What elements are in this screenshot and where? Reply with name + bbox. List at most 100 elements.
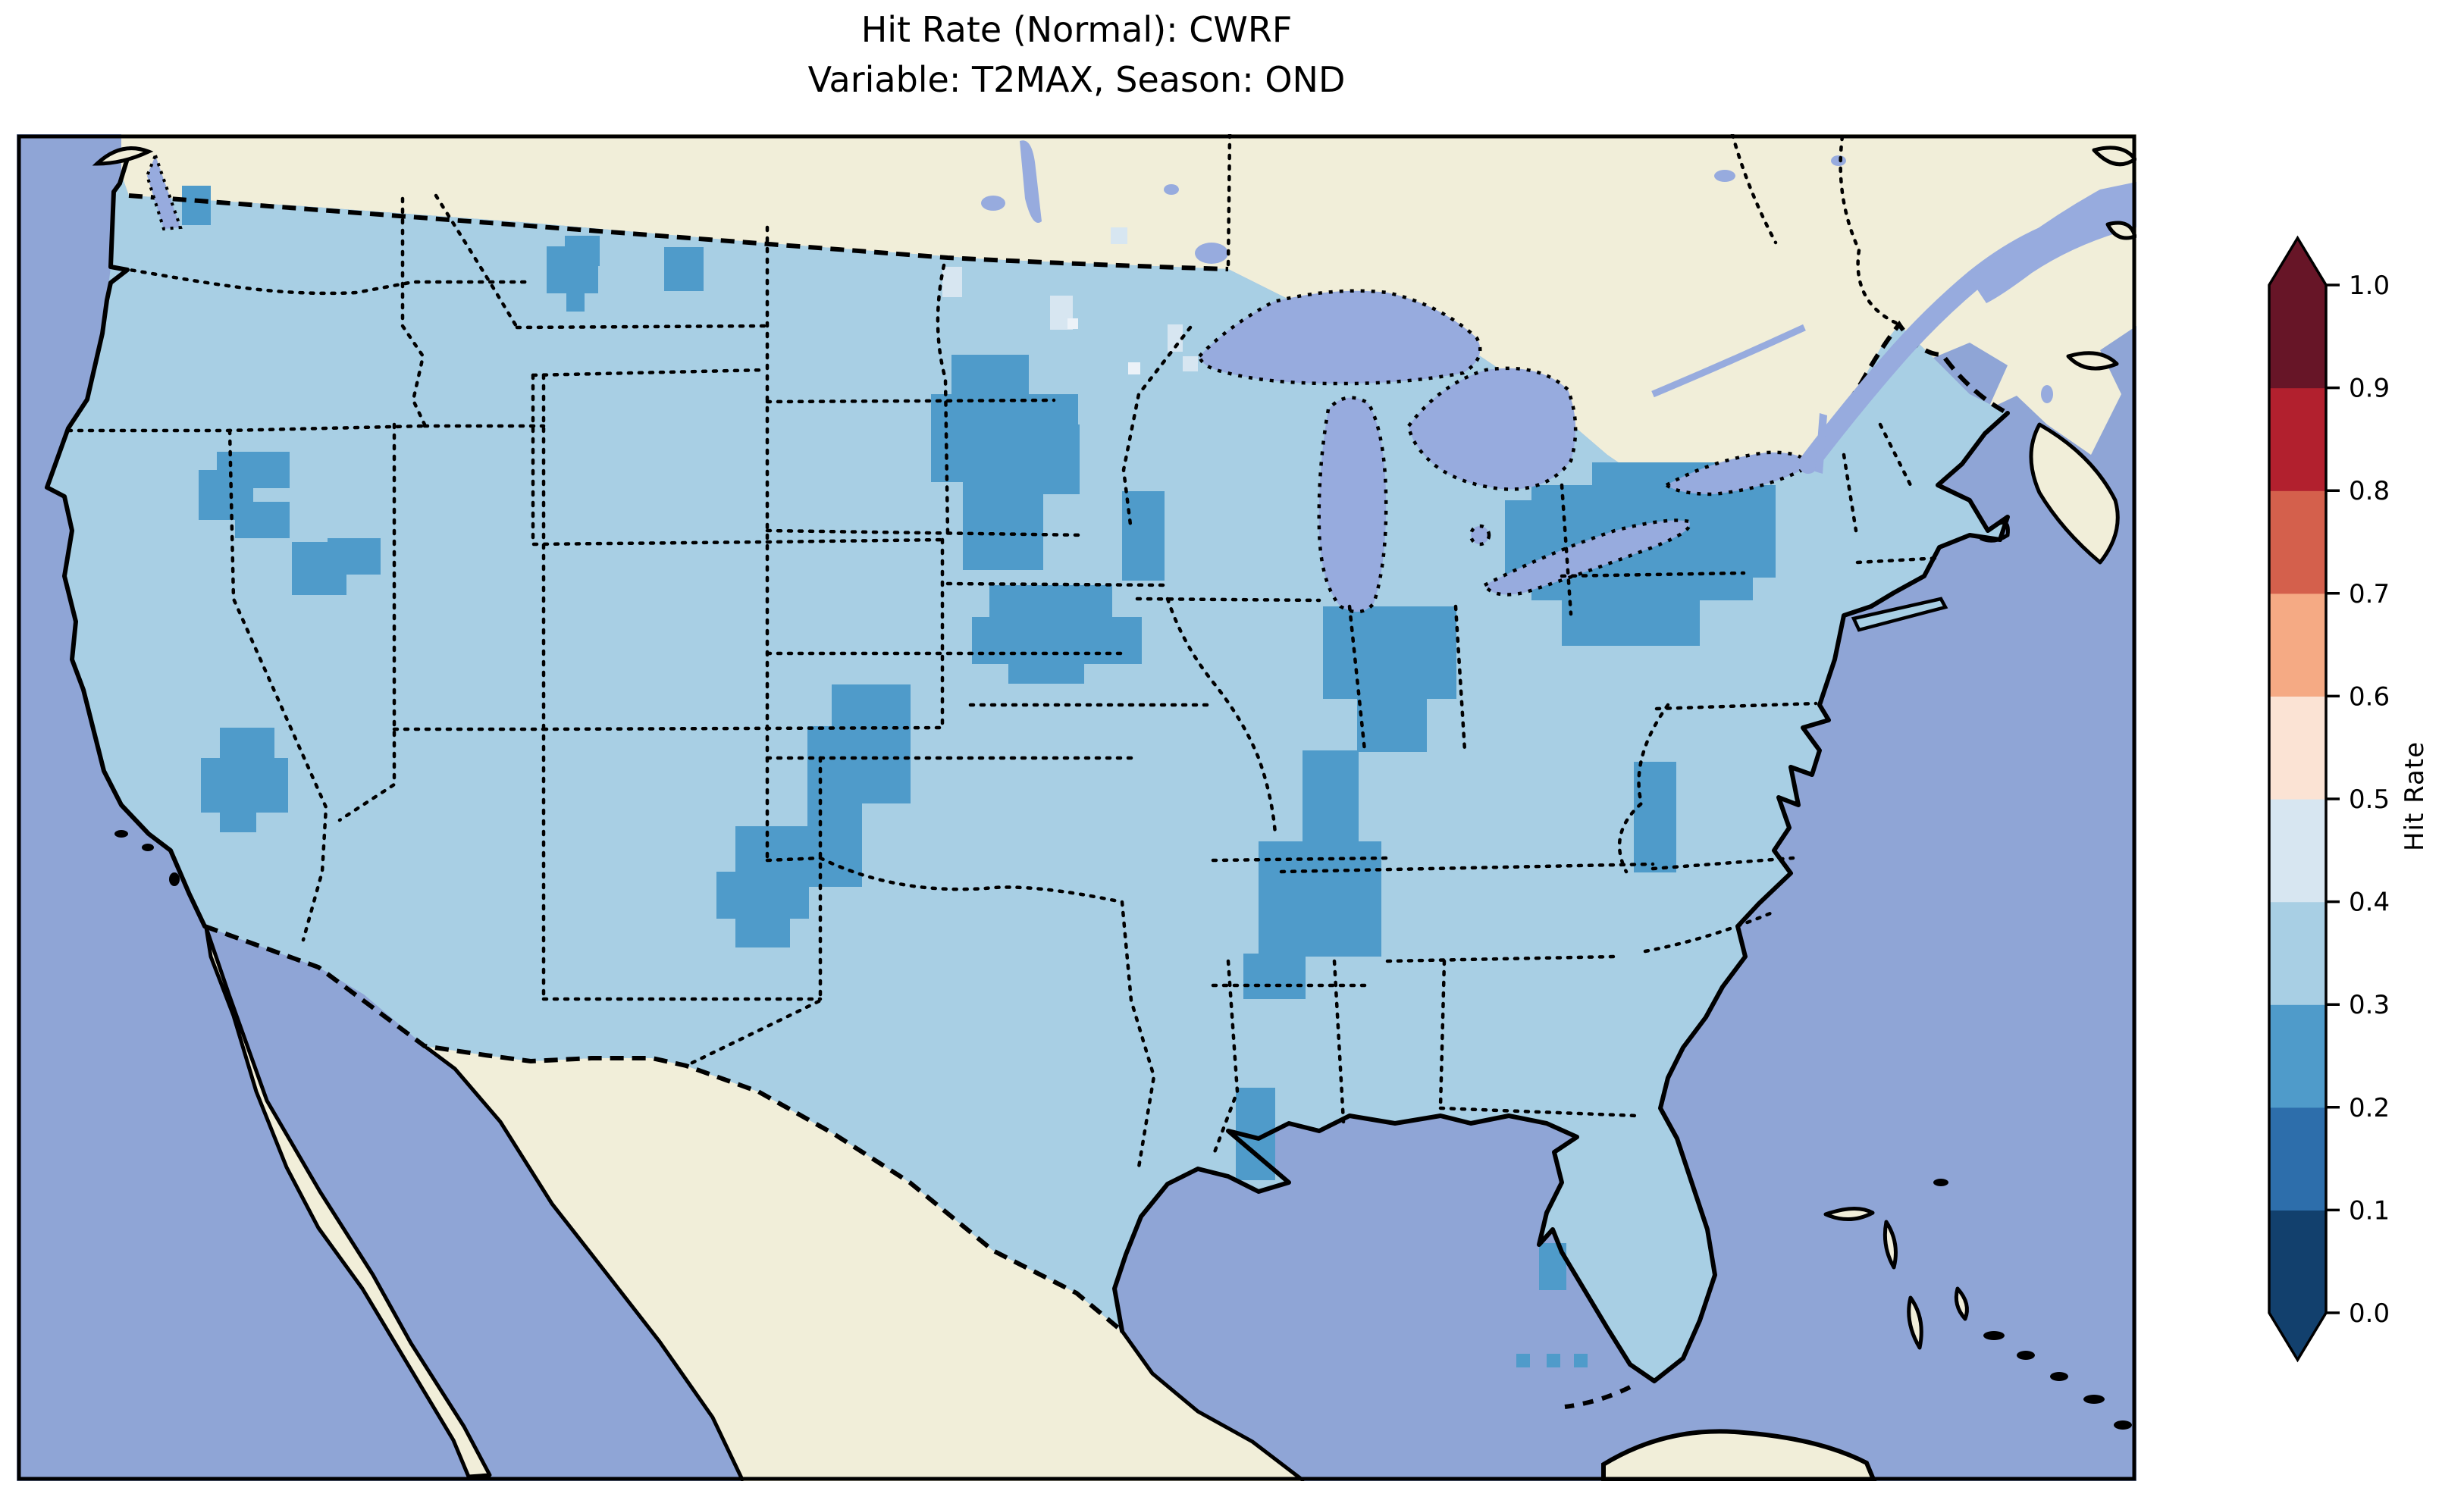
lake-huron [1406, 366, 1578, 491]
colorbar-tick-label: 0.8 [2349, 476, 2390, 506]
low-hit-rate-patch [566, 292, 585, 312]
colorbar-tick-label: 0.6 [2349, 681, 2390, 712]
us-hit-rate-map [17, 134, 2136, 1481]
bahamas-islands [1823, 1206, 1969, 1350]
puget-sound [145, 151, 183, 231]
low-hit-rate-patch [1516, 1354, 1530, 1367]
title-line-1: Hit Rate (Normal): CWRF [861, 9, 1293, 50]
mexico-land [205, 926, 1304, 1481]
florida-keys [1564, 1385, 1632, 1409]
low-hit-rate-patch [328, 538, 381, 575]
colorbar-band [2269, 799, 2326, 903]
mid-hit-rate-cell [942, 267, 962, 297]
low-hit-rate-patch [735, 826, 808, 873]
high-mid-hit-rate-cell [1067, 318, 1078, 329]
low-hit-rate-patch [217, 452, 290, 488]
long-island [1851, 597, 1948, 632]
low-hit-rate-patch [716, 872, 809, 919]
low-hit-rate-patch [182, 186, 211, 225]
low-hit-rate-patch [963, 481, 1043, 570]
ottawa-river [1651, 324, 1806, 398]
prince-edward-island [2066, 351, 2119, 371]
high-mid-hit-rate-cell [1128, 362, 1140, 374]
baja-california [204, 926, 492, 1479]
colorbar-tick-label: 1.0 [2349, 271, 2390, 301]
colorbar-tick-label: 0.2 [2349, 1093, 2390, 1123]
hit-rate-low-band-patches [182, 186, 1776, 1367]
canada-land [121, 134, 2136, 496]
low-hit-rate-patch [1562, 599, 1700, 646]
colorbar-band [2269, 696, 2326, 800]
mid-hit-rate-cell [1183, 356, 1198, 371]
low-hit-rate-patch [1243, 954, 1306, 999]
colorbar-tick-label: 0.1 [2349, 1195, 2390, 1226]
great-lakes [1197, 289, 1810, 614]
colorbar-tick-label: 0.4 [2349, 888, 2390, 918]
colorbar-tick-label: 0.3 [2349, 990, 2390, 1020]
low-hit-rate-patch [1008, 662, 1084, 684]
low-hit-rate-patch [664, 247, 704, 291]
low-hit-rate-patch [989, 585, 1112, 619]
colorbar-band [2269, 490, 2326, 594]
colorbar-band [2269, 1107, 2326, 1211]
lake-ontario [1664, 450, 1810, 496]
low-hit-rate-patch [1357, 697, 1427, 752]
low-hit-rate-patch [1122, 491, 1165, 581]
nova-scotia [2029, 422, 2120, 565]
chart-title: Hit Rate (Normal): CWRF Variable: T2MAX,… [17, 5, 2136, 105]
low-hit-rate-patch [735, 917, 790, 947]
low-hit-rate-patch [1706, 485, 1776, 578]
low-hit-rate-patch [565, 236, 600, 266]
lake-superior [1197, 289, 1482, 386]
lake-st-clair [1469, 524, 1491, 547]
colorbar-tick-label: 0.5 [2349, 785, 2390, 815]
state-borders [66, 134, 1943, 1170]
mexico-gulf-coastline [1120, 1330, 1306, 1481]
st-lawrence-estuary [1971, 182, 2136, 303]
vancouver-island-tip [92, 146, 154, 166]
colorbar-band [2269, 285, 2326, 389]
lake-champlain [1815, 413, 1827, 474]
mexico-west-coastline [423, 1045, 745, 1481]
colorbar-tick-label: 0.0 [2349, 1298, 2390, 1329]
colorbar-tick-label: 0.7 [2349, 579, 2390, 609]
colorbar-band [2269, 1004, 2326, 1108]
mid-hit-rate-cell [1111, 227, 1127, 244]
low-hit-rate-patch [807, 726, 911, 803]
title-line-2: Variable: T2MAX, Season: OND [807, 59, 1346, 100]
low-hit-rate-patch [1025, 424, 1080, 494]
small-island-marks [114, 830, 2132, 1430]
gulf-atlantic-coastline [1112, 411, 2010, 1383]
low-hit-rate-patch [1303, 750, 1359, 843]
lake-michigan [1317, 396, 1388, 614]
cuba [1601, 1429, 1877, 1481]
low-hit-rate-patch [220, 810, 256, 832]
map-frame [17, 134, 2136, 1481]
low-hit-rate-patch [201, 758, 288, 813]
colorbar-tick-label: 0.9 [2349, 374, 2390, 404]
low-hit-rate-patch [832, 684, 911, 730]
low-hit-rate-patch [1547, 1354, 1560, 1367]
low-hit-rate-patch [235, 502, 290, 538]
colorbar: 1.0 0.9 0.8 0.7 0.6 0.5 0.4 0.3 0.2 0.1 0.0 [2268, 235, 2390, 1363]
colorbar-axis-label: Hit Rate [2400, 741, 2430, 851]
colorbar-band [2269, 387, 2326, 491]
colorbar-extend-max [2269, 238, 2326, 285]
lake-erie [1482, 518, 1692, 597]
colorbar-band [2269, 901, 2326, 1005]
low-hit-rate-patch [1574, 1354, 1588, 1367]
colorbar-band [2269, 593, 2326, 697]
low-hit-rate-patch [972, 617, 1142, 664]
us-mexico-border [203, 924, 1124, 1333]
canada-maritimes [2029, 146, 2136, 565]
mid-hit-rate-cell [1168, 324, 1183, 352]
low-hit-rate-patch [220, 728, 274, 760]
us-canada-border [128, 193, 1229, 271]
colorbar-band [2269, 1210, 2326, 1314]
low-hit-rate-patch [1634, 762, 1676, 872]
low-hit-rate-patch [807, 802, 862, 887]
cape-cod-hook [1979, 521, 2010, 543]
lake-winnipeg [1020, 140, 1042, 223]
low-hit-rate-patch [1323, 606, 1456, 699]
